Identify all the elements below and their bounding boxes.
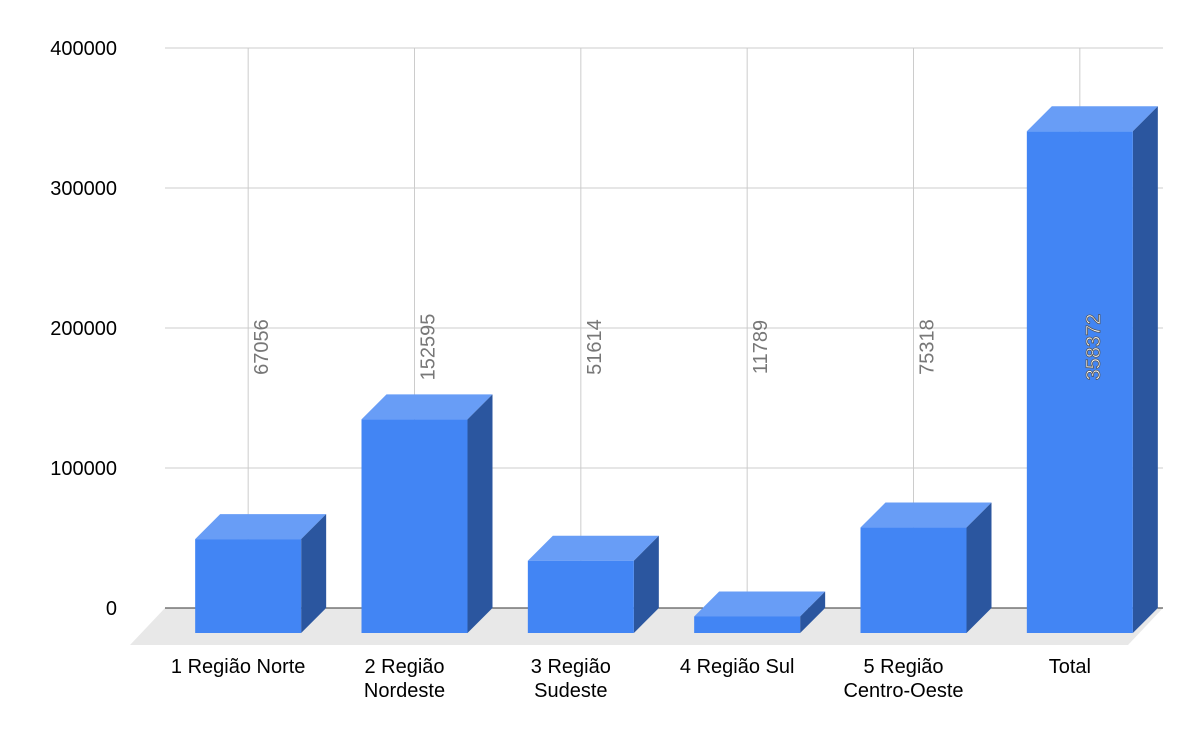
y-tick-label: 200000: [50, 318, 117, 340]
bar-front: [1026, 131, 1133, 633]
bar-side: [800, 591, 826, 633]
data-label: 358372: [1083, 314, 1105, 381]
y-tick-label: 300000: [50, 178, 117, 200]
data-label: 51614: [584, 319, 606, 375]
x-tick-label: Total: [1048, 656, 1091, 678]
bar: [694, 591, 826, 633]
bar-top: [694, 591, 826, 617]
bar-top: [860, 502, 992, 528]
bar-front: [527, 560, 634, 633]
bar: [1026, 106, 1158, 634]
bar-front: [860, 527, 967, 633]
y-tick-label: 400000: [50, 38, 117, 60]
x-tick-label: 1 Região Norte: [170, 656, 306, 678]
bar-top: [195, 514, 327, 540]
x-tick-label: 3 Região Sudeste: [530, 656, 611, 702]
data-label: 67056: [251, 319, 273, 375]
bar-top: [527, 535, 659, 561]
bar: [527, 535, 659, 633]
data-label: 11789: [750, 320, 772, 374]
bar-front: [361, 419, 468, 633]
data-label: 75318: [917, 319, 939, 375]
bar-side: [633, 535, 659, 633]
bar: [860, 502, 992, 633]
bar-front: [694, 616, 801, 633]
bar-side: [467, 394, 493, 633]
bar-side: [1132, 106, 1158, 634]
bar: [195, 514, 327, 633]
y-tick-label: 100000: [50, 458, 117, 480]
bar-front: [195, 539, 302, 633]
bar-side: [301, 514, 327, 633]
data-label: 152595: [418, 314, 440, 381]
x-tick-label: 5 Região Centro-Oeste: [843, 656, 964, 702]
bar-top: [361, 394, 493, 420]
bar-top: [1026, 106, 1158, 132]
x-tick-label: 4 Região Sul: [679, 656, 795, 678]
bar-side: [966, 502, 992, 633]
bar: [361, 394, 493, 633]
y-tick-label: 0: [106, 598, 117, 620]
x-tick-label: 2 Região Nordeste: [363, 656, 446, 702]
